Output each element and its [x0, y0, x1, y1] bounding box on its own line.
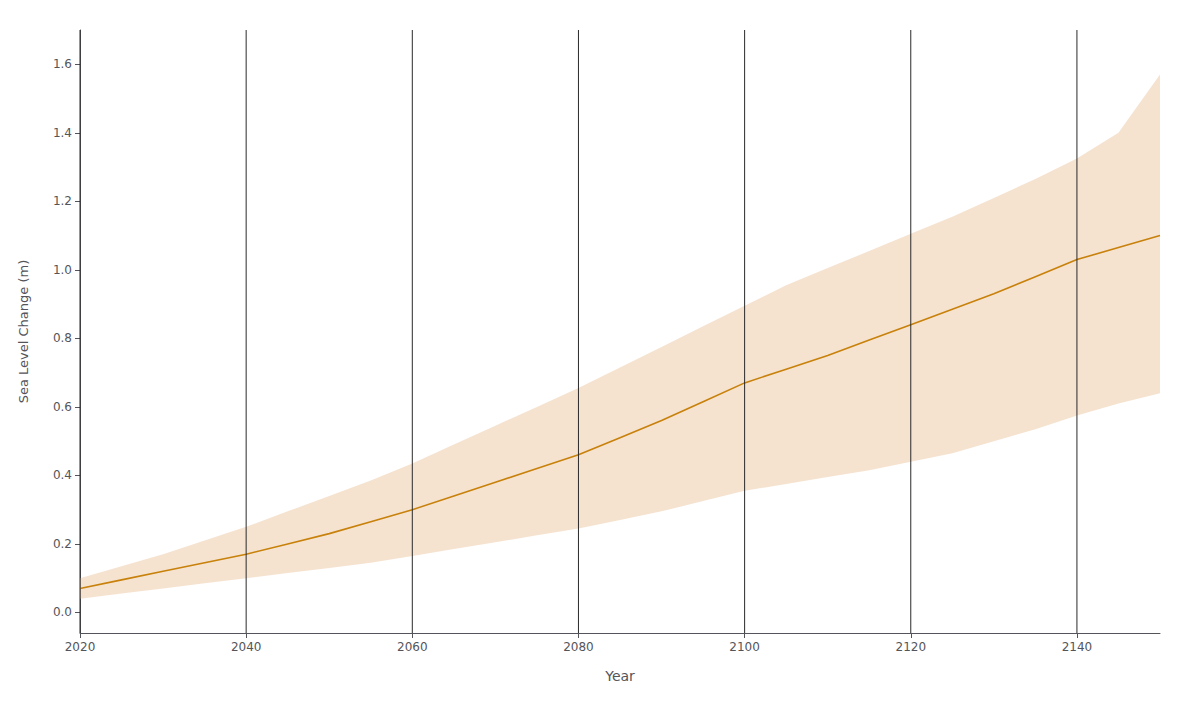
svg-text:2140: 2140 — [1062, 640, 1093, 654]
svg-text:0.2: 0.2 — [53, 537, 72, 551]
svg-text:0.4: 0.4 — [53, 468, 72, 482]
svg-text:0.6: 0.6 — [53, 400, 72, 414]
svg-text:2060: 2060 — [397, 640, 428, 654]
svg-text:1.2: 1.2 — [53, 194, 72, 208]
svg-text:Sea Level Change (m): Sea Level Change (m) — [16, 260, 31, 404]
svg-text:0.0: 0.0 — [53, 605, 72, 619]
svg-text:2040: 2040 — [231, 640, 262, 654]
svg-text:1.4: 1.4 — [53, 126, 72, 140]
svg-text:Year: Year — [604, 668, 635, 684]
svg-text:1.6: 1.6 — [53, 57, 72, 71]
svg-text:2020: 2020 — [65, 640, 96, 654]
svg-text:0.8: 0.8 — [53, 331, 72, 345]
svg-text:2120: 2120 — [895, 640, 926, 654]
svg-text:1.0: 1.0 — [53, 263, 72, 277]
svg-text:2100: 2100 — [729, 640, 760, 654]
svg-text:2080: 2080 — [563, 640, 594, 654]
